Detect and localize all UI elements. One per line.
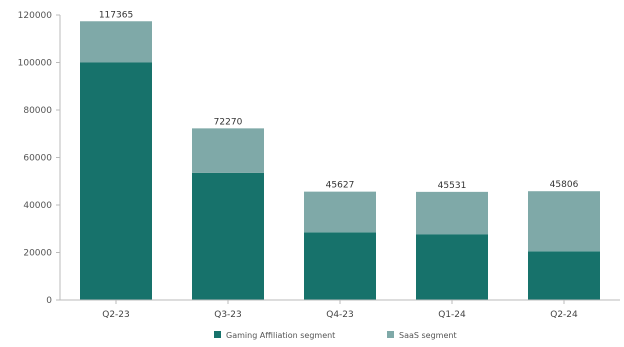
y-axis: 0 20000 40000 60000 80000 100000 120000 <box>18 11 61 306</box>
x-category-label: Q4-23 <box>326 310 354 320</box>
bar-segment-gaming-affiliation-q2-23 <box>80 62 152 300</box>
bar-segment-gaming-affiliation-q4-23 <box>304 232 376 300</box>
bar-segment-saas-q2-24 <box>528 191 600 252</box>
y-tick-label: 0 <box>46 296 52 306</box>
legend-item-gaming-affiliation: Gaming Affiliation segment <box>214 331 335 340</box>
x-axis: Q2-23 Q3-23 Q4-23 Q1-24 Q2-24 <box>60 299 620 320</box>
y-tick-label: 40000 <box>23 201 52 211</box>
bar-total-label: 45806 <box>550 180 579 190</box>
x-category-label: Q1-24 <box>438 310 466 320</box>
bar-total-label: 45531 <box>438 181 467 191</box>
x-category-label: Q2-24 <box>550 310 578 320</box>
bars-group <box>80 21 600 300</box>
legend-swatch <box>214 331 221 338</box>
y-tick-label: 100000 <box>18 59 53 69</box>
legend-label: SaaS segment <box>399 331 457 340</box>
x-category-label: Q3-23 <box>214 310 242 320</box>
y-tick-label: 120000 <box>18 11 53 21</box>
legend: Gaming Affiliation segment SaaS segment <box>214 331 457 340</box>
bar-total-label: 117365 <box>99 10 133 20</box>
legend-swatch <box>387 331 394 338</box>
total-labels-group: 117365 72270 45627 45531 45806 <box>99 10 579 191</box>
y-tick-label: 80000 <box>23 106 52 116</box>
bar-segment-gaming-affiliation-q3-23 <box>192 172 264 300</box>
bar-segment-saas-q3-23 <box>192 128 264 173</box>
legend-label: Gaming Affiliation segment <box>226 331 335 340</box>
legend-item-saas: SaaS segment <box>387 331 457 340</box>
bar-segment-saas-q4-23 <box>304 191 376 233</box>
bar-segment-gaming-affiliation-q1-24 <box>416 234 488 300</box>
y-tick-label: 20000 <box>23 249 52 259</box>
y-tick-label: 60000 <box>23 154 52 164</box>
bar-segment-saas-q1-24 <box>416 191 488 235</box>
bar-segment-saas-q2-23 <box>80 21 152 63</box>
bar-segment-gaming-affiliation-q2-24 <box>528 251 600 300</box>
x-category-label: Q2-23 <box>102 310 130 320</box>
bar-total-label: 72270 <box>214 117 243 127</box>
bar-total-label: 45627 <box>326 181 355 191</box>
